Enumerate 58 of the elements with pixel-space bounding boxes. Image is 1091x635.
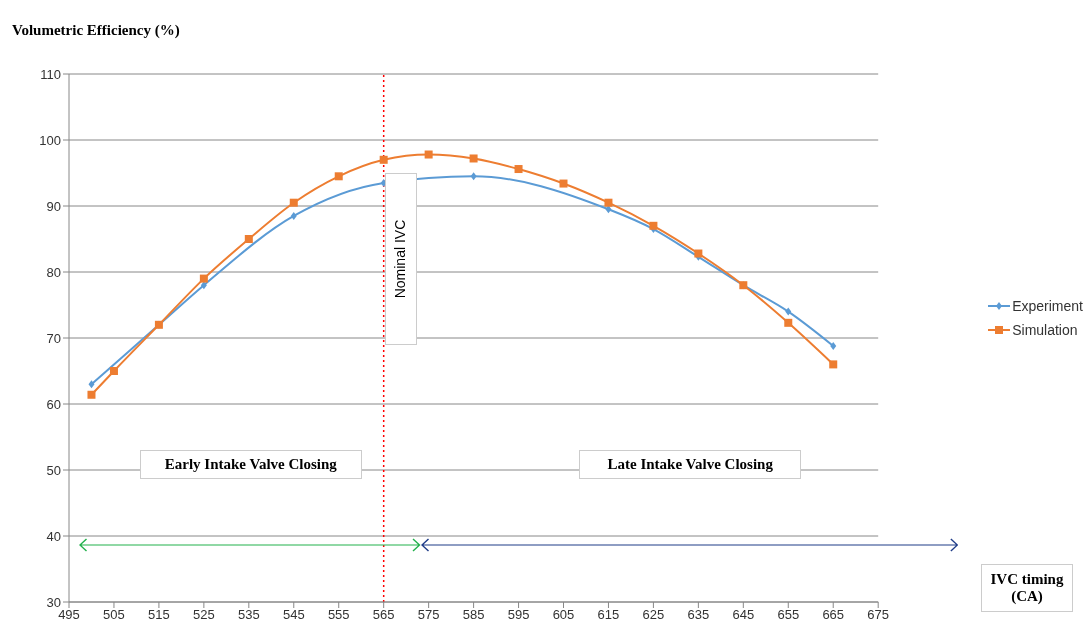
x-tick-label: 535 — [237, 607, 260, 623]
y-tick-label: 80 — [46, 264, 61, 280]
y-tick-label: 100 — [39, 132, 61, 148]
text-box: Late Intake Valve Closing — [579, 450, 802, 480]
y-axis-title: Volumetric Efficiency (%) — [12, 22, 180, 39]
point — [290, 211, 297, 220]
point — [379, 155, 388, 164]
point — [199, 274, 208, 283]
legend-label: Experiment — [1012, 297, 1083, 314]
x-tick-label: 505 — [103, 607, 125, 623]
y-tick-label: 60 — [46, 396, 61, 412]
x-tick-label: 675 — [867, 607, 890, 623]
point — [289, 198, 298, 207]
y-tick-label: 110 — [40, 66, 61, 82]
point — [784, 318, 793, 327]
x-tick-label: 565 — [372, 607, 395, 623]
x-tick-label: 645 — [732, 607, 755, 623]
point — [649, 221, 658, 230]
point — [334, 172, 343, 181]
x-tick-label: 635 — [687, 607, 710, 623]
point — [785, 307, 792, 316]
y-tick-label: 90 — [46, 198, 61, 214]
point — [604, 198, 613, 207]
y-tick-label: 40 — [46, 528, 61, 544]
point — [424, 150, 433, 159]
ref-line-label: Nominal IVC — [392, 219, 409, 299]
point — [829, 360, 838, 369]
x-tick-label: 655 — [777, 607, 800, 623]
x-tick-label: 585 — [462, 607, 485, 623]
point — [109, 367, 118, 375]
x-tick-label: 605 — [552, 607, 575, 623]
y-tick-label: 70 — [46, 330, 61, 346]
text-box: Early Intake Valve Closing — [139, 450, 362, 480]
x-tick-label: 495 — [58, 607, 80, 623]
point — [469, 154, 478, 163]
x-tick-label: 515 — [148, 607, 170, 623]
x-tick-label: 595 — [507, 607, 530, 623]
y-tick-label: 30 — [46, 594, 61, 610]
point — [87, 390, 96, 399]
point — [559, 179, 568, 188]
y-tick-label: 50 — [46, 462, 61, 478]
text-box: Nominal IVC — [384, 173, 417, 345]
x-tick-label: 615 — [597, 607, 620, 623]
point — [605, 205, 612, 214]
text: IVC timing (CA) — [981, 564, 1073, 612]
point — [88, 380, 95, 389]
point — [830, 341, 837, 350]
point — [514, 165, 523, 174]
x-tick-label: 665 — [822, 607, 845, 623]
point — [470, 172, 477, 181]
point — [244, 235, 253, 243]
x-tick-label: 625 — [642, 607, 665, 623]
x-tick-label: 525 — [193, 607, 215, 623]
x-tick-label: 545 — [282, 607, 305, 623]
legend-label: Simulation — [1012, 321, 1078, 338]
x-tick-label: 555 — [327, 607, 350, 623]
point — [200, 281, 207, 290]
x-tick-label: 575 — [417, 607, 440, 623]
